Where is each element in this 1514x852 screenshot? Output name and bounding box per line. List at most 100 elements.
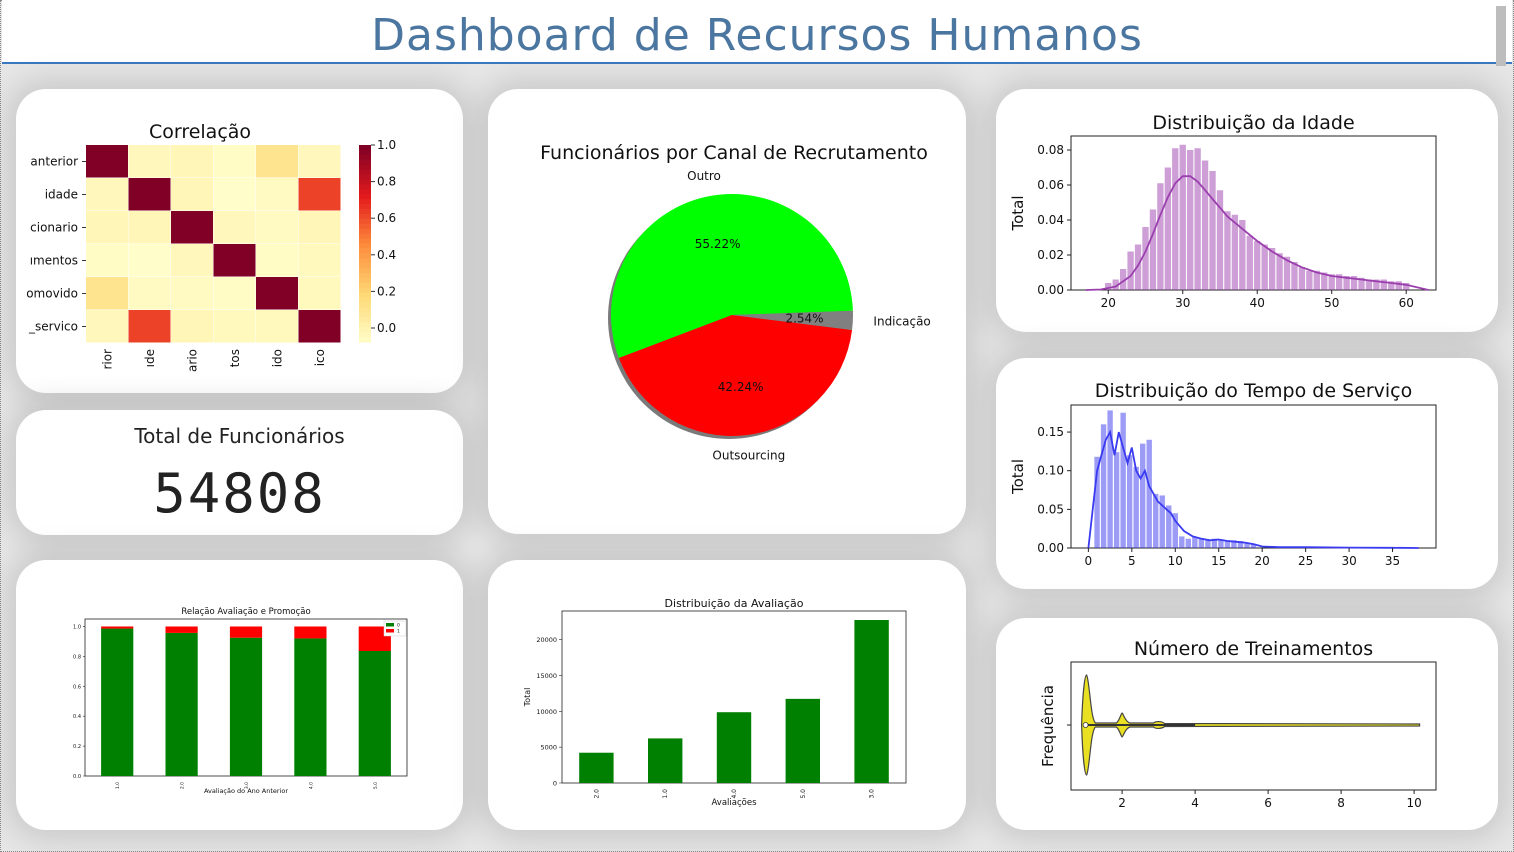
colorbar-segment — [359, 322, 371, 328]
hist-bar — [1380, 279, 1388, 290]
colorbar-segment — [359, 263, 371, 269]
pie-slice-label: Outsourcing — [712, 449, 785, 463]
y-tick-label: 0.00 — [1037, 283, 1064, 297]
colorbar-tick-label: 0.0 — [377, 321, 396, 335]
y-tick-label: 10000 — [536, 708, 557, 716]
x-tick-label: 30 — [1175, 296, 1190, 310]
hist-bar — [1250, 544, 1257, 548]
plot-bg — [1013, 380, 1483, 568]
colorbar-segment — [359, 145, 371, 151]
x-tick-label: 40 — [1250, 296, 1265, 310]
card-tempo-servico: Distribuição do Tempo de Serviço 0 5 10 15 20… — [996, 358, 1498, 589]
heatmap-row-label: cionario — [30, 221, 78, 235]
heatmap-cell — [86, 211, 128, 244]
kde-line — [1087, 429, 1419, 549]
hist-bar — [1268, 248, 1276, 290]
hist-bar — [1105, 283, 1112, 290]
heatmap-cell — [213, 178, 256, 211]
x-tick-label: 30 — [1341, 554, 1356, 568]
plot-frame — [1070, 135, 1437, 291]
heatmap-col-label: ico — [313, 349, 327, 366]
pie-chart: Funcionários por Canal de Recrutamento Ou… — [506, 117, 952, 487]
y-tick-label: 0.10 — [1037, 464, 1064, 478]
y-tick-label: 0.6 — [73, 684, 81, 690]
hist-bar — [1172, 148, 1179, 290]
x-tick-label: 20 — [1101, 296, 1116, 310]
hist-bar — [1107, 410, 1113, 548]
scrollbar[interactable] — [1496, 6, 1506, 66]
heatmap-row-label: anterior — [30, 155, 78, 169]
hist-bar — [1343, 276, 1350, 290]
colorbar-segment — [359, 154, 371, 161]
x-tick-label: 3.0 — [869, 789, 876, 799]
pie-pct-label: 42.24% — [718, 380, 764, 394]
x-tick-label: 50 — [1324, 296, 1339, 310]
stacked-bar-segment — [358, 650, 391, 776]
colorbar-segment — [359, 189, 371, 195]
heatmap-cell — [86, 310, 128, 343]
x-tick-label: 10 — [1406, 796, 1421, 810]
avaliacao-bar: Distribuição da Avaliação 2.0 1.0 4.0 5.0 3.0… — [505, 584, 951, 808]
x-tick-label: 4.0 — [731, 789, 738, 799]
card-numero-treinamentos: Número de Treinamentos 2 4 6 8 10 Frequência — [996, 618, 1498, 830]
page-title: Dashboard de Recursos Humanos — [371, 10, 1143, 61]
heatmap-row-label: ımentos — [30, 254, 78, 268]
x-tick-label: 8 — [1337, 796, 1345, 810]
x-tick-label: 1.0 — [115, 782, 121, 789]
legend-swatch — [386, 623, 394, 627]
colorbar-segment — [359, 253, 371, 259]
bar — [716, 712, 752, 783]
x-tick-label: 10 — [1168, 554, 1183, 568]
hist-bar — [1166, 505, 1172, 548]
colorbar-segment — [359, 213, 371, 220]
colorbar-segment — [359, 218, 371, 225]
colorbar-tick-label: 0.2 — [377, 284, 396, 298]
hist-bar — [1216, 190, 1224, 290]
hist-bar — [1149, 209, 1157, 290]
bar — [854, 620, 889, 783]
hist-bar — [1291, 262, 1298, 290]
colorbar-segment — [359, 273, 371, 279]
idade-histogram: Distribuição da Idade 20 30 40 50 60 0.00 0.02 0… — [1009, 111, 1483, 311]
hist-bar — [1403, 283, 1410, 290]
colorbar-segment — [359, 302, 371, 309]
hist-bar — [1335, 274, 1343, 290]
hist-bar — [1157, 183, 1164, 290]
x-tick-label: 0 — [1085, 554, 1093, 568]
colorbar-segment — [359, 332, 371, 338]
legend-swatch — [386, 629, 394, 633]
promocao-stacked-bar: Relação Avaliação e Promoção 1.0 2.0 3.0 4.0… — [73, 607, 408, 795]
kde-line — [1085, 175, 1429, 291]
x-tick-label: 20 — [1255, 554, 1270, 568]
hist-bar — [1328, 274, 1335, 290]
hist-bar — [1120, 412, 1126, 548]
hist-bar — [1112, 279, 1119, 290]
plot-frame — [1070, 661, 1437, 791]
hist-bar — [1306, 270, 1313, 290]
colorbar-segment — [359, 292, 371, 299]
pie-slice-label: Indicação — [873, 314, 930, 328]
pie-pct-label: 2.54% — [785, 311, 823, 325]
hist-bar — [1365, 279, 1373, 290]
x-tick-label: 4 — [1191, 796, 1199, 810]
heatmap-cell — [128, 211, 171, 244]
heatmap-cell — [256, 310, 298, 343]
heatmap-cell — [256, 178, 298, 211]
x-tick-label: 25 — [1298, 554, 1313, 568]
card-distribuicao-avaliacao: Distribuição da Avaliação 2.0 1.0 4.0 5.0 3.0… — [488, 560, 966, 830]
heatmap-col-label: ido — [270, 349, 284, 367]
colorbar-segment — [359, 209, 371, 215]
hist-bar — [1358, 277, 1365, 290]
heatmap-cell — [298, 211, 341, 244]
stacked-bar-segment — [229, 626, 263, 638]
heatmap-cell — [213, 244, 256, 277]
heatmap-row-label: omovido — [26, 287, 78, 301]
hist-bar — [1313, 270, 1320, 290]
hist-bar — [1321, 272, 1328, 290]
heatmap-cell — [213, 277, 256, 310]
heatmap-cell — [171, 145, 213, 178]
y-tick-label: 0.04 — [1037, 213, 1064, 227]
colorbar-segment — [359, 307, 371, 314]
x-tick-label: 35 — [1385, 554, 1400, 568]
legend-label: 0 — [397, 623, 400, 629]
